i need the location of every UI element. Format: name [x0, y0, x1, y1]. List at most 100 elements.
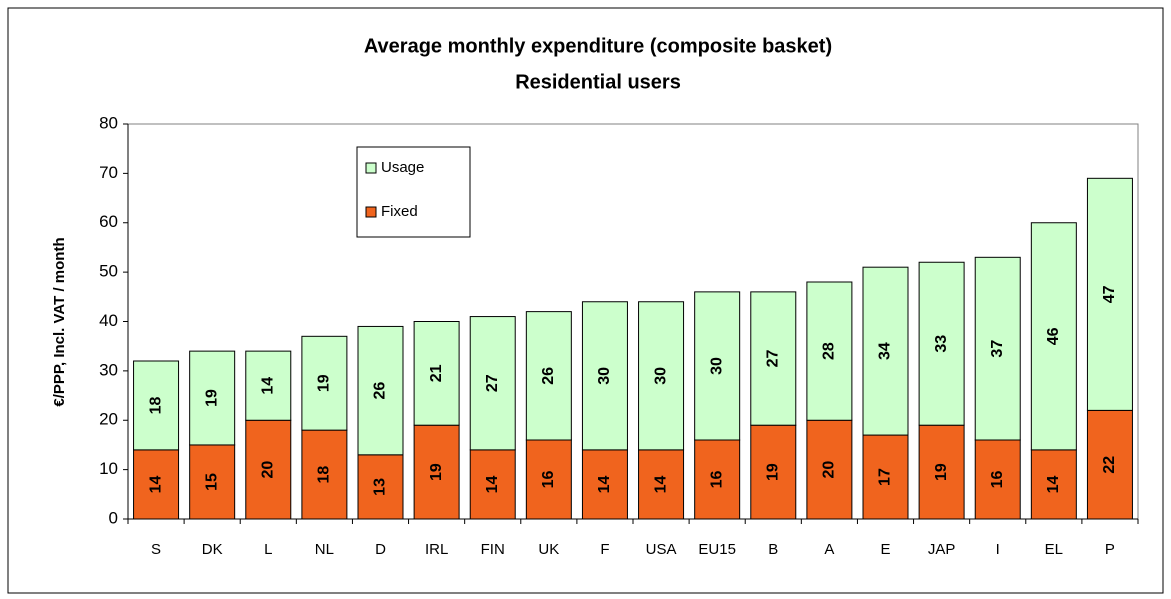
x-tick-label: JAP — [928, 541, 956, 558]
y-tick-label: 30 — [99, 360, 118, 379]
y-tick-label: 20 — [99, 410, 118, 429]
value-label: 14 — [652, 475, 669, 493]
x-tick-label: I — [996, 541, 1000, 558]
value-label: 19 — [316, 374, 333, 392]
value-label: 16 — [989, 471, 1006, 489]
value-label: 30 — [708, 357, 725, 375]
value-label: 16 — [708, 471, 725, 489]
x-tick-label: F — [600, 541, 609, 558]
value-label: 19 — [764, 463, 781, 481]
x-tick-label: B — [768, 541, 778, 558]
x-tick-label: D — [375, 541, 386, 558]
bar-segment — [469, 316, 516, 451]
x-tick-label: NL — [315, 541, 334, 558]
bar-segment — [974, 439, 1021, 520]
bar-segment — [301, 335, 348, 431]
bar-segment — [918, 261, 965, 426]
x-tick-label: UK — [538, 541, 559, 558]
chart-subtitle: Residential users — [515, 71, 681, 93]
chart-title: Average monthly expenditure (composite b… — [364, 35, 832, 57]
value-label: 16 — [540, 471, 557, 489]
legend-label: Fixed — [381, 203, 418, 220]
value-label: 47 — [1101, 285, 1118, 303]
bar-segment — [357, 325, 404, 456]
y-tick-label: 80 — [99, 113, 118, 132]
value-label: 17 — [877, 468, 894, 486]
bar-segment — [525, 311, 572, 441]
x-tick-label: P — [1105, 541, 1115, 558]
y-tick-label: 0 — [109, 508, 118, 527]
value-label: 18 — [147, 396, 164, 414]
x-tick-label: DK — [202, 541, 223, 558]
value-label: 21 — [428, 364, 445, 382]
value-label: 14 — [484, 475, 501, 493]
bar-segment — [806, 281, 853, 421]
value-label: 15 — [203, 473, 220, 491]
y-tick-label: 10 — [99, 459, 118, 478]
bar-segment — [413, 321, 460, 426]
x-tick-label: FIN — [481, 541, 505, 558]
bar-segment — [1086, 177, 1133, 411]
legend-label: Usage — [381, 159, 424, 176]
bar-segment — [581, 301, 628, 451]
value-label: 19 — [933, 463, 950, 481]
value-label: 19 — [428, 463, 445, 481]
value-label: 33 — [933, 335, 950, 353]
bar-segment — [1030, 222, 1077, 451]
y-tick-label: 60 — [99, 212, 118, 231]
bar-segment — [245, 419, 292, 520]
plot-area — [127, 123, 1139, 520]
value-label: 20 — [821, 461, 838, 479]
bar-segment — [469, 449, 516, 520]
bar-segment — [413, 424, 460, 520]
value-label: 14 — [1045, 475, 1062, 493]
bar-segment — [189, 350, 236, 446]
y-axis-label: €/PPP, Incl. VAT / month — [51, 237, 68, 406]
x-tick-label: S — [151, 541, 161, 558]
bar-segment — [750, 291, 797, 426]
legend-box — [356, 146, 471, 238]
y-tick-label: 40 — [99, 311, 118, 330]
value-label: 19 — [203, 389, 220, 407]
value-label: 18 — [316, 466, 333, 484]
x-tick-label: EU15 — [698, 541, 736, 558]
value-label: 28 — [821, 342, 838, 360]
bar-segment — [581, 449, 628, 520]
bar-segment — [862, 266, 909, 436]
value-label: 20 — [259, 461, 276, 479]
bar-segment — [694, 291, 741, 441]
x-tick-label: A — [824, 541, 834, 558]
value-label: 46 — [1045, 327, 1062, 345]
bar-segment — [133, 360, 180, 451]
value-label: 22 — [1101, 456, 1118, 474]
value-label: 34 — [877, 342, 894, 360]
bar-segment — [638, 301, 685, 451]
legend-swatch — [365, 206, 377, 218]
bar-segment — [974, 256, 1021, 441]
value-label: 13 — [372, 478, 389, 496]
bar-segment — [1086, 409, 1133, 520]
y-tick-label: 70 — [99, 163, 118, 182]
bar-segment — [189, 444, 236, 520]
value-label: 30 — [652, 367, 669, 385]
legend-swatch — [365, 162, 377, 174]
bar-segment — [357, 454, 404, 520]
x-tick-label: E — [880, 541, 890, 558]
value-label: 26 — [372, 382, 389, 400]
value-label: 27 — [764, 350, 781, 368]
y-tick-label: 50 — [99, 262, 118, 281]
x-tick-label: EL — [1045, 541, 1063, 558]
value-label: 30 — [596, 367, 613, 385]
x-tick-label: USA — [646, 541, 677, 558]
bar-segment — [301, 429, 348, 520]
bar-segment — [525, 439, 572, 520]
value-label: 27 — [484, 374, 501, 392]
value-label: 14 — [259, 377, 276, 395]
value-label: 14 — [147, 475, 164, 493]
x-tick-label: IRL — [425, 541, 448, 558]
x-tick-label: L — [264, 541, 272, 558]
value-label: 26 — [540, 367, 557, 385]
value-label: 14 — [596, 475, 613, 493]
